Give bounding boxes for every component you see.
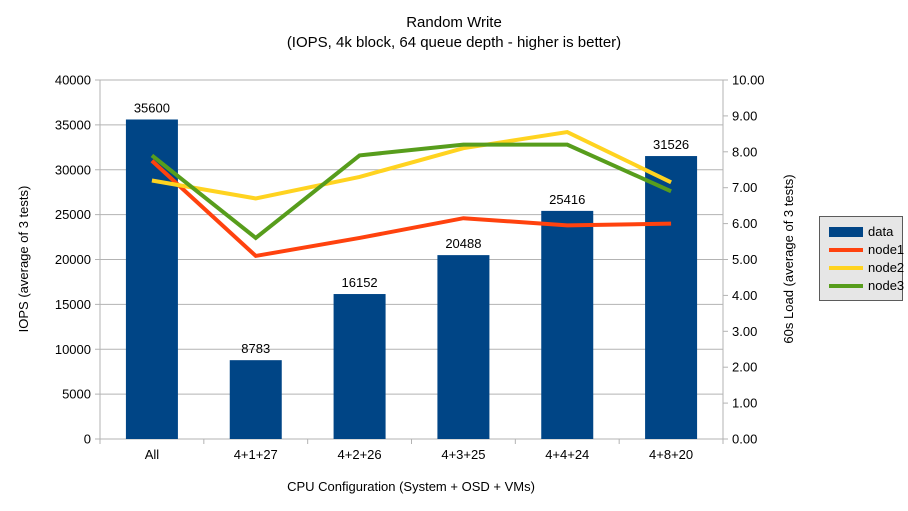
bar <box>333 294 386 439</box>
legend-item-data: data <box>829 224 893 239</box>
legend-label: data <box>868 224 894 239</box>
left-tick-label: 15000 <box>55 297 91 312</box>
x-tick-label: 4+3+25 <box>441 447 485 462</box>
legend-swatch-node2 <box>829 265 863 270</box>
left-tick-label: 5000 <box>62 387 91 402</box>
legend-swatch-node1 <box>829 247 863 252</box>
bar-value-label: 25416 <box>549 192 585 207</box>
right-tick-label: 4.00 <box>732 288 757 303</box>
x-tick-label: 4+1+27 <box>234 447 278 462</box>
left-axis-title: IOPS (average of 3 tests) <box>16 186 31 333</box>
left-tick-label: 40000 <box>55 73 91 88</box>
x-axis-title: CPU Configuration (System + OSD + VMs) <box>287 479 535 494</box>
legend-label: node1 <box>868 242 905 257</box>
legend-label: node2 <box>868 260 905 275</box>
line-node1 <box>150 159 672 259</box>
left-tick-label: 10000 <box>55 342 91 357</box>
x-tick-label: 4+4+24 <box>545 447 589 462</box>
right-axis-title: 60s Load (average of 3 tests) <box>781 174 796 343</box>
legend-item-node1: node1 <box>829 242 904 257</box>
bar <box>229 360 282 439</box>
right-tick-label: 5.00 <box>732 252 757 267</box>
bar <box>645 156 698 440</box>
right-tick-label: 8.00 <box>732 144 757 159</box>
left-tick-label: 20000 <box>55 252 91 267</box>
x-tick-label: All <box>145 447 160 462</box>
chart-title: Random Write <box>406 14 502 31</box>
bar-value-label: 31526 <box>653 137 689 152</box>
bar <box>541 210 594 439</box>
right-tick-label: 3.00 <box>732 324 757 339</box>
left-tick-label: 25000 <box>55 207 91 222</box>
bar <box>125 119 178 440</box>
right-tick-label: 10.00 <box>732 73 765 88</box>
chart-subtitle: (IOPS, 4k block, 64 queue depth - higher… <box>286 34 622 51</box>
legend: data node1 node2 node3 <box>819 216 904 301</box>
right-tick-label: 6.00 <box>732 216 757 231</box>
x-tick-label: 4+8+20 <box>649 447 693 462</box>
left-tick-label: 0 <box>84 432 91 447</box>
left-tick-label: 30000 <box>55 162 91 177</box>
left-tick-label: 35000 <box>55 117 91 132</box>
bar-value-label: 8783 <box>241 341 270 356</box>
right-tick-label: 2.00 <box>732 360 757 375</box>
legend-item-node2: node2 <box>829 260 904 275</box>
bar <box>437 255 490 439</box>
bar-value-label: 20488 <box>445 236 481 251</box>
right-tick-label: 7.00 <box>732 180 757 195</box>
right-tick-label: 0.00 <box>732 432 757 447</box>
bar-value-label: 16152 <box>342 275 378 290</box>
legend-item-node3: node3 <box>829 278 904 293</box>
bar-value-label: 35600 <box>134 100 170 115</box>
right-tick-label: 9.00 <box>732 108 757 123</box>
legend-label: node3 <box>868 278 905 293</box>
line-node2 <box>151 129 672 201</box>
legend-swatch-node3 <box>829 283 863 288</box>
line-node3 <box>150 142 672 241</box>
right-tick-label: 1.00 <box>732 396 757 411</box>
x-tick-label: 4+2+26 <box>338 447 382 462</box>
legend-swatch-data <box>829 226 863 237</box>
